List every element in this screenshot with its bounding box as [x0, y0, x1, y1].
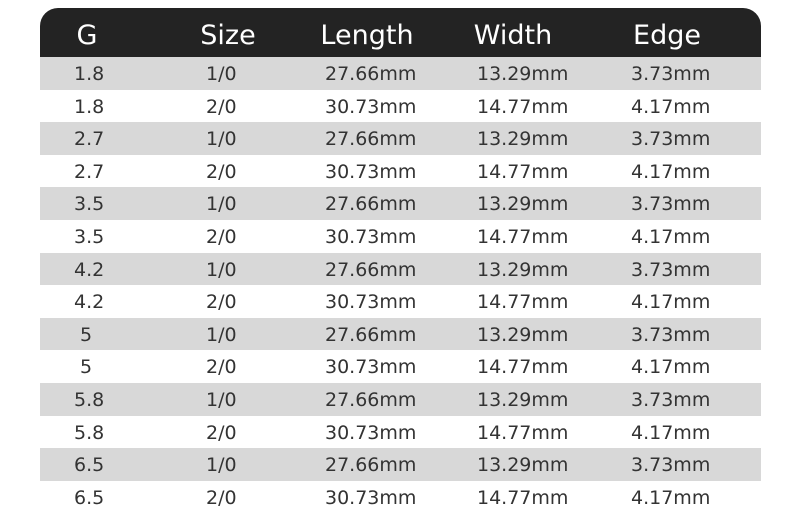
table-row: 5.8 2/0 30.73mm 14.77mm 4.17mm: [40, 416, 761, 449]
cell-width: 14.77mm: [477, 291, 569, 314]
cell-edge: 3.73mm: [631, 128, 711, 151]
cell-g: 5: [80, 356, 93, 379]
cell-length: 30.73mm: [325, 486, 417, 509]
cell-g: 3.5: [74, 193, 105, 216]
cell-width: 13.29mm: [477, 193, 569, 216]
header-size: Size: [200, 20, 256, 51]
cell-edge: 3.73mm: [631, 454, 711, 477]
cell-size: 1/0: [206, 388, 237, 411]
table-row: 6.5 2/0 30.73mm 14.77mm 4.17mm: [40, 481, 761, 513]
cell-size: 1/0: [206, 193, 237, 216]
header-width: Width: [473, 20, 553, 51]
cell-g: 1.8: [74, 95, 105, 118]
table-row: 4.2 2/0 30.73mm 14.77mm 4.17mm: [40, 285, 761, 318]
table-row: 6.5 1/0 27.66mm 13.29mm 3.73mm: [40, 448, 761, 481]
cell-size: 2/0: [206, 421, 237, 444]
table-row: 3.5 1/0 27.66mm 13.29mm 3.73mm: [40, 187, 761, 220]
header-g: G: [76, 20, 98, 51]
cell-edge: 3.73mm: [631, 388, 711, 411]
cell-g: 2.7: [74, 128, 105, 151]
cell-edge: 4.17mm: [631, 421, 711, 444]
cell-size: 2/0: [206, 160, 237, 183]
cell-length: 27.66mm: [325, 128, 417, 151]
cell-width: 14.77mm: [477, 356, 569, 379]
cell-width: 13.29mm: [477, 323, 569, 346]
cell-length: 30.73mm: [325, 160, 417, 183]
cell-edge: 4.17mm: [631, 291, 711, 314]
table-row: 2.7 2/0 30.73mm 14.77mm 4.17mm: [40, 155, 761, 188]
cell-edge: 3.73mm: [631, 258, 711, 281]
cell-width: 13.29mm: [477, 454, 569, 477]
cell-g: 5.8: [74, 421, 105, 444]
cell-size: 2/0: [206, 225, 237, 248]
cell-length: 27.66mm: [325, 63, 417, 85]
table-body: 1.8 1/0 27.66mm 13.29mm 3.73mm 1.8 2/0 30.73mm 1…: [40, 57, 761, 513]
cell-g: 6.5: [74, 486, 105, 509]
cell-size: 1/0: [206, 128, 237, 151]
cell-length: 30.73mm: [325, 95, 417, 118]
cell-length: 30.73mm: [325, 291, 417, 314]
cell-g: 5.8: [74, 388, 105, 411]
cell-length: 27.66mm: [325, 323, 417, 346]
cell-width: 13.29mm: [477, 388, 569, 411]
cell-width: 14.77mm: [477, 95, 569, 118]
cell-edge: 4.17mm: [631, 486, 711, 509]
cell-length: 30.73mm: [325, 421, 417, 444]
cell-size: 2/0: [206, 486, 237, 509]
cell-g: 4.2: [74, 291, 105, 314]
cell-width: 14.77mm: [477, 421, 569, 444]
cell-size: 2/0: [206, 291, 237, 314]
cell-edge: 4.17mm: [631, 356, 711, 379]
cell-width: 14.77mm: [477, 160, 569, 183]
cell-size: 1/0: [206, 454, 237, 477]
cell-edge: 3.73mm: [631, 193, 711, 216]
table-row: 5 2/0 30.73mm 14.77mm 4.17mm: [40, 350, 761, 383]
cell-width: 13.29mm: [477, 128, 569, 151]
cell-edge: 4.17mm: [631, 160, 711, 183]
cell-width: 14.77mm: [477, 486, 569, 509]
cell-g: 1.8: [74, 63, 105, 85]
header-length: Length: [320, 20, 414, 51]
cell-width: 13.29mm: [477, 258, 569, 281]
cell-length: 30.73mm: [325, 356, 417, 379]
cell-edge: 4.17mm: [631, 225, 711, 248]
cell-width: 13.29mm: [477, 63, 569, 85]
table-row: 2.7 1/0 27.66mm 13.29mm 3.73mm: [40, 122, 761, 155]
cell-length: 30.73mm: [325, 225, 417, 248]
cell-length: 27.66mm: [325, 454, 417, 477]
table-header: G Size Length Width Edge: [40, 8, 761, 57]
table-row: 3.5 2/0 30.73mm 14.77mm 4.17mm: [40, 220, 761, 253]
cell-width: 14.77mm: [477, 225, 569, 248]
table-row: 4.2 1/0 27.66mm 13.29mm 3.73mm: [40, 252, 761, 286]
cell-size: 1/0: [206, 258, 237, 281]
cell-g: 3.5: [74, 225, 105, 248]
cell-length: 27.66mm: [325, 388, 417, 411]
cell-edge: 3.73mm: [631, 63, 711, 85]
header-edge: Edge: [633, 20, 701, 51]
cell-edge: 4.17mm: [631, 95, 711, 118]
table-row: 1.8 2/0 30.73mm 14.77mm 4.17mm: [40, 90, 761, 123]
cell-size: 1/0: [206, 63, 237, 85]
cell-g: 6.5: [74, 454, 105, 477]
cell-size: 1/0: [206, 323, 237, 346]
cell-g: 4.2: [74, 258, 105, 281]
cell-length: 27.66mm: [325, 258, 417, 281]
cell-size: 2/0: [206, 356, 237, 379]
cell-g: 2.7: [74, 160, 105, 183]
cell-length: 27.66mm: [325, 193, 417, 216]
table-row: 5.8 1/0 27.66mm 13.29mm 3.73mm: [40, 382, 761, 416]
cell-size: 2/0: [206, 95, 237, 118]
table-row: 5 1/0 27.66mm 13.29mm 3.73mm: [40, 317, 761, 351]
table-row: 1.8 1/0 27.66mm 13.29mm 3.73mm: [40, 57, 761, 90]
cell-edge: 3.73mm: [631, 323, 711, 346]
cell-g: 5: [80, 323, 93, 346]
spec-table: G Size Length Width Edge 1.8 1/0 27.66mm 13…: [40, 8, 761, 513]
